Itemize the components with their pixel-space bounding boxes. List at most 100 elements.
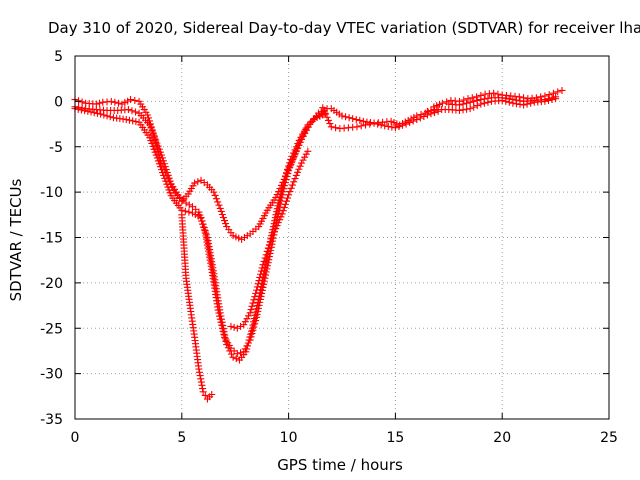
data-point (468, 94, 476, 102)
data-point (505, 95, 513, 103)
data-point (279, 207, 287, 215)
data-point (409, 117, 417, 125)
data-point (544, 95, 552, 103)
data-point (226, 347, 234, 355)
data-point (292, 171, 300, 179)
data-point (152, 151, 160, 159)
data-point (218, 315, 226, 323)
data-point (302, 124, 310, 132)
data-point (127, 96, 135, 104)
data-point (291, 146, 299, 154)
data-point (282, 169, 290, 177)
data-point (195, 365, 203, 373)
data-point (342, 113, 350, 121)
data-point (75, 97, 83, 105)
data-point (273, 222, 281, 230)
y-tick-label: -15 (40, 231, 63, 247)
data-point (352, 116, 360, 124)
data-point (377, 121, 385, 129)
data-point (251, 311, 259, 319)
data-point (516, 97, 524, 105)
x-tick-label: 0 (71, 430, 80, 446)
x-tick-label: 5 (177, 430, 186, 446)
data-point (278, 210, 286, 218)
data-point (210, 188, 218, 196)
series-deep-dip (178, 211, 216, 403)
data-point (459, 100, 467, 108)
data-point (363, 118, 371, 126)
data-point (259, 261, 267, 269)
data-point (265, 241, 273, 249)
data-point (251, 293, 259, 301)
data-point (197, 214, 205, 222)
data-point (484, 94, 492, 102)
data-point (290, 149, 298, 157)
data-point (195, 208, 203, 216)
data-point (294, 140, 302, 148)
data-point (97, 110, 105, 118)
data-point (297, 133, 305, 141)
data-point (227, 350, 235, 358)
y-axis-title: SDTVAR / TECUs (7, 178, 25, 301)
data-point (162, 177, 170, 185)
data-point (281, 200, 289, 208)
data-point (201, 227, 209, 235)
data-point (477, 96, 485, 104)
data-point (156, 163, 164, 171)
data-point (158, 166, 166, 174)
data-point (150, 145, 158, 153)
data-point (498, 94, 506, 102)
data-point (288, 152, 296, 160)
data-point (402, 120, 410, 128)
data-point (338, 112, 346, 120)
data-point (423, 107, 431, 115)
data-point (224, 344, 232, 352)
x-tick-label: 10 (280, 430, 298, 446)
data-point (107, 97, 115, 105)
data-point (132, 108, 140, 116)
data-point (345, 114, 353, 122)
data-point (195, 368, 203, 376)
x-axis-title: GPS time / hours (277, 456, 403, 474)
data-point (463, 99, 471, 107)
data-point (219, 325, 227, 333)
data-point (246, 333, 254, 341)
data-point (227, 322, 235, 330)
data-point (216, 309, 224, 317)
data-point (327, 123, 335, 131)
data-point (159, 169, 167, 177)
data-point (125, 116, 133, 124)
x-tick-label: 25 (600, 430, 618, 446)
data-point (271, 217, 279, 225)
data-point (257, 270, 265, 278)
data-point (349, 115, 357, 123)
data-point (275, 199, 283, 207)
data-point (151, 148, 159, 156)
data-point (233, 350, 241, 358)
data-point (196, 372, 204, 380)
data-point (260, 257, 268, 265)
y-tick-label: -10 (40, 185, 63, 201)
y-tick-label: -5 (49, 140, 63, 156)
data-point (299, 156, 307, 164)
data-point (277, 213, 285, 221)
chart-title: Day 310 of 2020, Sidereal Day-to-day VTE… (48, 19, 640, 37)
data-point (240, 321, 248, 329)
data-point (431, 106, 439, 114)
data-point (215, 201, 223, 209)
data-point (217, 312, 225, 320)
data-point (247, 327, 255, 335)
data-point (304, 147, 312, 155)
data-point (264, 244, 272, 252)
data-point (549, 89, 557, 97)
data-point (286, 159, 294, 167)
data-point (128, 107, 136, 115)
series-late-middle (445, 93, 560, 109)
data-point (114, 99, 122, 107)
data-point (256, 273, 264, 281)
data-point (90, 109, 98, 117)
data-point (271, 214, 279, 222)
data-point (229, 353, 237, 361)
data-point (255, 292, 263, 300)
data-point (218, 318, 226, 326)
